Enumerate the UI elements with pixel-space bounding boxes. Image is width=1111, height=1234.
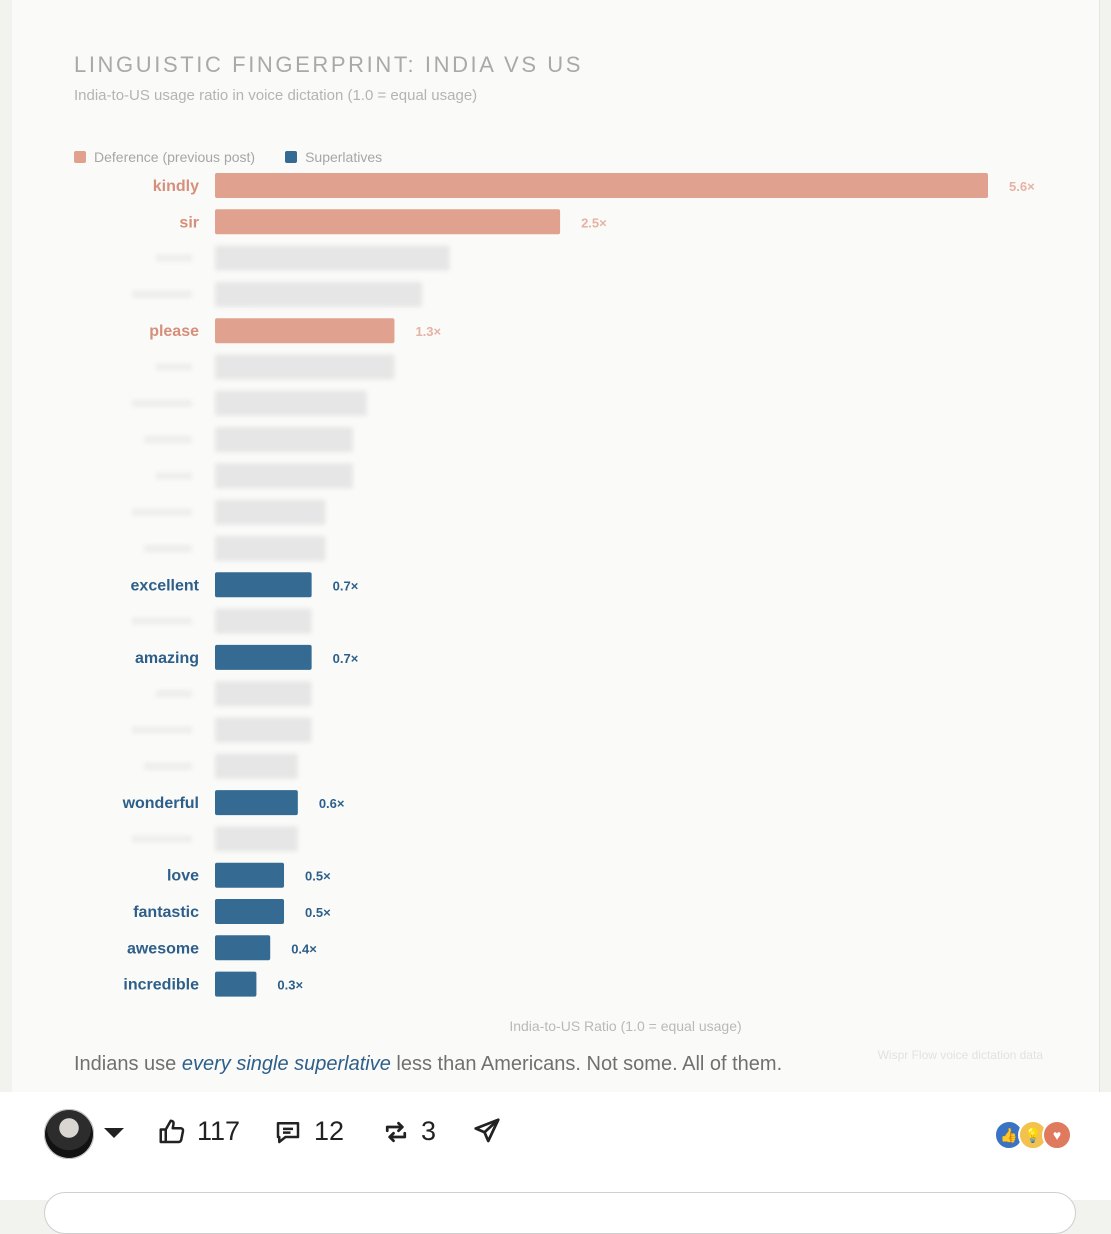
bar-label-blurred [156,363,192,371]
bar-label-incredible: incredible [123,977,199,994]
bar-please [215,318,395,344]
legend-item-superlatives: Superlatives [285,149,382,165]
legend-label-deference: Deference (previous post) [94,149,256,165]
send-button[interactable] [472,1116,502,1146]
bar-blurred [215,681,312,707]
bar-label-please: please [149,323,199,340]
chart-subtitle: India-to-US usage ratio in voice dictati… [74,87,478,104]
bar-blurred [215,427,354,453]
legend-swatch-superlatives [285,151,298,163]
bar-awesome [215,935,271,961]
bar-label-blurred [156,690,192,698]
x-axis-label: India-to-US Ratio (1.0 = equal usage) [509,1018,742,1034]
bar-label-fantastic: fantastic [133,904,199,921]
value-label-love: 0.5× [305,869,331,884]
bar-blurred [215,463,354,489]
caption-text-after: less than Americans. Not some. All of th… [390,1053,783,1075]
bar-fantastic [215,899,285,924]
chevron-down-icon[interactable] [104,1128,124,1138]
comment-button[interactable]: 12 [272,1116,344,1147]
user-avatar[interactable] [44,1109,94,1159]
bar-sir [215,209,561,235]
bar-blurred [215,390,367,416]
thumbs-up-icon [157,1117,187,1147]
bar-blurred [215,281,423,307]
legend-swatch-deference [74,151,86,163]
comment-input[interactable] [44,1192,1076,1234]
value-label-please: 1.3× [415,324,441,339]
bar-excellent [215,572,312,598]
bar-label-love: love [167,868,199,885]
bar-wonderful [215,790,298,816]
bar-label-blurred [132,290,192,298]
bar-love [215,862,285,888]
bar-blurred [215,753,298,779]
bar-label-amazing: amazing [135,650,199,667]
bar-label-blurred [156,472,192,480]
value-label-amazing: 0.7× [333,651,359,666]
bar-label-blurred [132,399,192,407]
value-label-fantastic: 0.5× [305,905,331,920]
bar-label-excellent: excellent [131,577,200,594]
send-icon [472,1116,502,1146]
legend-item-deference: Deference (previous post) [74,149,255,165]
value-label-awesome: 0.4× [291,941,317,956]
heart-icon: ♥ [1042,1120,1072,1150]
bar-chart: kindly 5.6× sir 2.5× please 1.3× excellent 0.7×… [122,173,1035,997]
bar-incredible [215,971,257,997]
bar-blurred [215,536,326,561]
bar-blurred [215,499,326,525]
value-label-excellent: 0.7× [333,578,359,593]
bar-label-blurred [132,726,192,734]
reaction-summary[interactable]: 👍 💡 ♥ [994,1120,1072,1150]
bar-blurred [215,245,450,271]
like-count: 117 [197,1116,241,1146]
bar-label-blurred [144,545,192,552]
post-action-bar [0,1092,1111,1200]
comment-icon [272,1117,304,1147]
comment-count: 12 [314,1116,345,1146]
bar-blurred [215,717,312,743]
bar-label-blurred [132,835,192,843]
bar-kindly [215,173,988,198]
bar-label-blurred [144,762,192,770]
post-caption: Indians use every single superlative les… [74,1053,782,1076]
like-button[interactable]: 117 [157,1116,240,1147]
value-label-incredible: 0.3× [277,978,303,993]
bar-label-blurred [132,617,192,625]
chart-title: LINGUISTIC FINGERPRINT: INDIA VS US [74,52,584,77]
bar-amazing [215,644,312,670]
repost-icon [381,1117,411,1147]
bar-blurred [215,608,312,634]
value-label-sir: 2.5× [581,215,607,230]
value-label-wonderful: 0.6× [319,796,345,811]
repost-button[interactable]: 3 [381,1116,436,1147]
bar-label-blurred [144,436,192,444]
bar-blurred [215,826,298,852]
caption-text-before: Indians use [74,1053,182,1075]
value-label-kindly: 5.6× [1009,179,1035,194]
bar-label-blurred [156,254,192,262]
source-note: Wispr Flow voice dictation data [877,1048,1043,1062]
chart-legend: Deference (previous post) Superlatives [74,149,382,165]
bar-label-kindly: kindly [153,178,199,195]
post-chart-card: LINGUISTIC FINGERPRINT: INDIA VS US Indi… [12,0,1100,1092]
caption-emphasis: every single superlative [181,1053,391,1075]
bar-label-wonderful: wonderful [122,795,199,812]
bar-blurred [215,354,395,380]
legend-label-superlatives: Superlatives [305,149,383,165]
repost-count: 3 [421,1116,437,1146]
bar-label-awesome: awesome [127,940,199,957]
bar-label-sir: sir [179,214,199,231]
bar-label-blurred [132,508,192,516]
